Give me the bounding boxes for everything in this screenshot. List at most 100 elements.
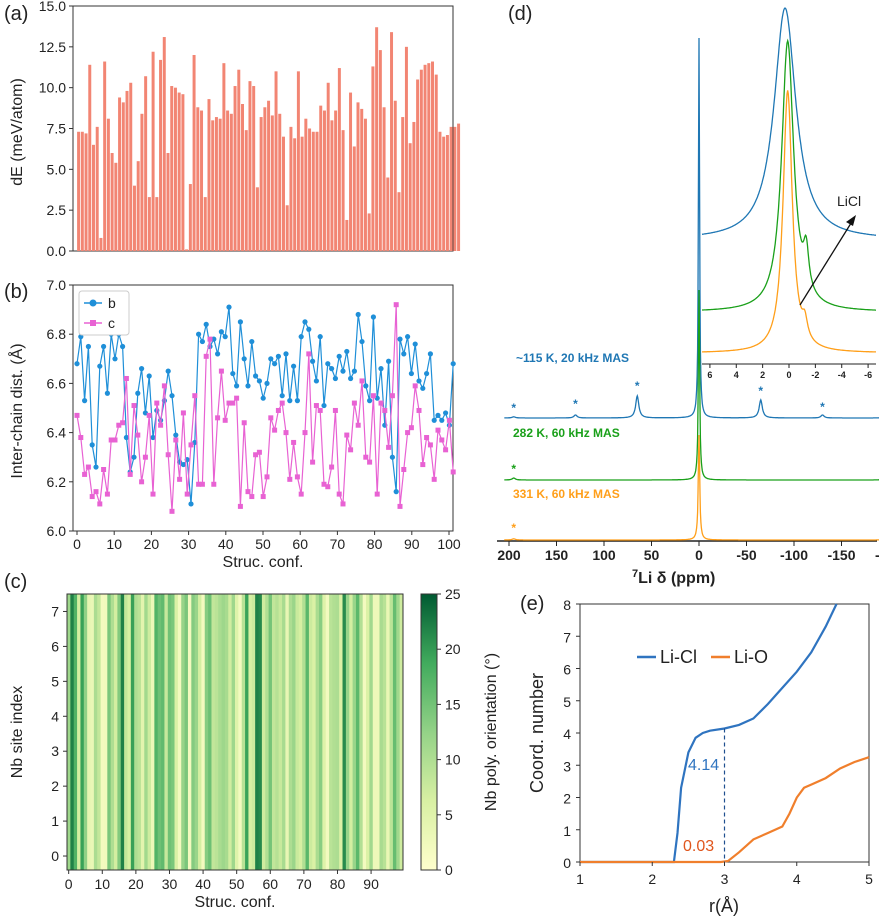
heatmap-column [174,594,179,870]
point-c [321,481,327,487]
point-c [344,432,350,438]
colorbar-tick-label: 25 [445,586,461,602]
bar [80,131,84,251]
point-c [393,302,399,308]
y-tick-label: 2.5 [47,202,67,218]
point-c [253,452,259,458]
annotation-4-14: 4.14 [688,757,719,774]
point-b [374,395,380,401]
bar [196,107,200,252]
nmr-spectrum-115k [504,37,879,419]
heatmap-column [362,594,367,870]
point-b [321,402,327,409]
y-tick-label: 0 [563,855,571,871]
x-tick-label: 60 [262,876,278,892]
point-b [450,361,456,367]
heatmap-column [379,594,384,870]
point-c [443,447,449,453]
heatmap-column [396,594,401,870]
bar [289,126,293,251]
point-c [158,422,164,428]
x-tick-label: 1 [576,871,584,887]
heatmap-column [305,594,310,870]
heatmap-column [194,594,199,870]
x-tick-label: 150 [545,547,569,563]
heatmap-column [312,594,317,870]
point-c [82,471,88,477]
y-tick-label: 5 [563,694,571,710]
point-c [188,442,194,448]
bar [382,107,386,252]
point-b [279,393,285,399]
point-c [97,501,103,507]
nmr-spectrum-282k [504,289,879,481]
bar [267,100,271,251]
point-b [230,370,236,377]
point-b [306,326,312,332]
point-c [336,491,342,497]
legend-b-marker [89,299,97,307]
bar [121,102,125,251]
y-tick-label: 5.0 [47,161,67,177]
bar [222,63,226,251]
y-tick-label: 7.5 [47,121,67,137]
point-c [378,400,384,406]
heatmap-column [167,594,172,870]
x-tick-label: -200 [875,547,879,563]
point-c [275,407,281,413]
bar [315,131,319,251]
bar [438,131,442,251]
heatmap-column [349,594,354,870]
point-b [104,390,110,396]
heatmap-column [164,594,169,870]
x-tick-label: 80 [330,876,346,892]
heatmap-column [382,594,387,870]
heatmap-column [110,594,115,870]
heatmap-column [325,594,330,870]
panel-a-bar-chart: 0.0 2.5 5.0 7.5 10.0 12.5 15.0 [39,0,461,259]
point-b [420,385,426,391]
heatmap-column [322,594,327,870]
bar [337,68,341,251]
bar [255,187,259,251]
bar [282,136,285,251]
panel-label-d: (d) [508,3,532,25]
point-b [85,343,91,350]
point-b [237,319,243,325]
point-c [291,439,297,445]
point-c [279,400,285,406]
point-c [424,435,430,441]
panel-b-ylabel: Inter-chain dist. (Å) [7,343,26,478]
heatmap-column [278,594,283,870]
heatmap-column [93,594,98,870]
panel-label-e: (e) [520,593,544,615]
point-b [313,378,319,384]
point-b [260,395,266,401]
point-b [234,383,240,389]
bar [453,126,457,251]
point-b [264,380,270,386]
point-c [116,422,122,428]
point-c [283,430,289,436]
inset-annotation-licl: LiCl [837,193,861,209]
point-c [405,430,411,436]
point-c [317,407,323,413]
bar [177,92,181,251]
panel-label-c: (c) [4,571,27,593]
point-b [363,383,369,389]
bar [416,79,420,251]
y-tick-label: 4 [51,708,59,724]
colorbar-tick-label: 0 [445,862,453,878]
bar [356,102,360,251]
heatmap-column [282,594,286,870]
bar [404,46,408,252]
x-tick-label: -150 [827,547,855,563]
heatmap-column [103,594,108,870]
point-b [256,378,262,384]
point-b [378,366,384,372]
heatmap-column [157,594,162,870]
colorbar [420,593,438,871]
point-b [93,464,99,470]
bar [445,135,449,251]
